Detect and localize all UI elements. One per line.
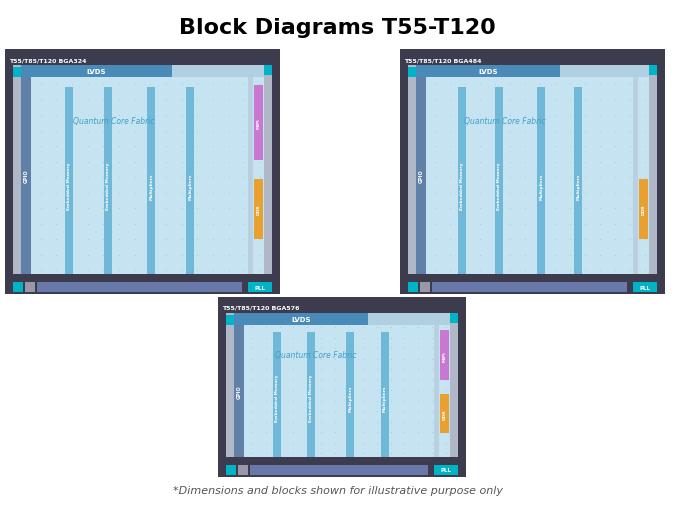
Bar bbox=[416, 66, 649, 78]
Text: Embedded Memory: Embedded Memory bbox=[275, 374, 279, 422]
Bar bbox=[440, 331, 449, 381]
Bar bbox=[408, 282, 418, 292]
Text: LVDS: LVDS bbox=[86, 69, 106, 75]
Text: Multipliers: Multipliers bbox=[539, 173, 543, 199]
Bar bbox=[13, 68, 21, 78]
Text: Quantum Core Fabric: Quantum Core Fabric bbox=[275, 350, 357, 359]
Text: GPIO: GPIO bbox=[24, 169, 28, 183]
Bar bbox=[21, 78, 31, 274]
Bar bbox=[234, 325, 244, 457]
Text: Embedded Memory: Embedded Memory bbox=[309, 374, 313, 422]
Bar bbox=[104, 88, 111, 274]
Bar bbox=[250, 465, 428, 475]
Text: Multipliers: Multipliers bbox=[188, 173, 192, 199]
Bar bbox=[25, 282, 35, 292]
Bar bbox=[65, 88, 73, 274]
Bar bbox=[537, 88, 545, 274]
Bar bbox=[434, 465, 458, 475]
Bar bbox=[218, 297, 466, 477]
Bar bbox=[264, 66, 272, 76]
Bar bbox=[649, 66, 657, 274]
Bar bbox=[254, 86, 263, 161]
Bar bbox=[408, 66, 416, 274]
Text: Embedded Memory: Embedded Memory bbox=[105, 162, 109, 210]
Bar bbox=[13, 66, 21, 274]
Bar bbox=[458, 88, 466, 274]
Bar bbox=[248, 78, 253, 274]
Bar bbox=[264, 66, 272, 274]
Bar bbox=[346, 332, 354, 457]
Bar bbox=[420, 282, 430, 292]
Text: PLL: PLL bbox=[441, 468, 452, 473]
Bar bbox=[226, 316, 234, 325]
Bar bbox=[248, 282, 272, 292]
Text: MIPI: MIPI bbox=[443, 350, 446, 361]
Text: LVDS: LVDS bbox=[291, 316, 310, 322]
Bar bbox=[21, 66, 264, 78]
Text: LVDS: LVDS bbox=[479, 69, 498, 75]
Bar bbox=[639, 180, 648, 239]
Bar bbox=[186, 88, 194, 274]
Bar bbox=[408, 68, 416, 78]
Text: Multipliers: Multipliers bbox=[576, 173, 580, 199]
Bar bbox=[416, 78, 426, 274]
Text: DDR: DDR bbox=[256, 205, 261, 215]
Text: Multipliers: Multipliers bbox=[383, 385, 387, 411]
Text: GPIO: GPIO bbox=[236, 384, 242, 398]
Bar bbox=[432, 282, 627, 292]
Bar bbox=[234, 314, 368, 325]
Bar bbox=[273, 332, 281, 457]
Bar bbox=[226, 465, 236, 475]
Text: T55/T85/T120 BGA324: T55/T85/T120 BGA324 bbox=[9, 58, 86, 63]
Text: MIPI: MIPI bbox=[256, 118, 261, 128]
Text: DDR: DDR bbox=[641, 205, 645, 215]
Bar bbox=[226, 314, 234, 457]
Text: GPIO: GPIO bbox=[418, 169, 423, 183]
Text: *Dimensions and blocks shown for illustrative purpose only: *Dimensions and blocks shown for illustr… bbox=[173, 485, 502, 495]
Text: Embedded Memory: Embedded Memory bbox=[460, 162, 464, 210]
Text: Embedded Memory: Embedded Memory bbox=[497, 162, 502, 210]
Bar bbox=[37, 282, 242, 292]
Bar bbox=[21, 66, 171, 78]
Text: T55/T85/T120 BGA484: T55/T85/T120 BGA484 bbox=[404, 58, 481, 63]
Bar bbox=[495, 88, 504, 274]
Text: Multipliers: Multipliers bbox=[348, 385, 352, 411]
Text: DDR: DDR bbox=[443, 409, 446, 419]
Bar bbox=[5, 50, 280, 294]
Text: Block Diagrams T55-T120: Block Diagrams T55-T120 bbox=[179, 18, 496, 38]
Bar bbox=[649, 66, 657, 76]
Bar bbox=[400, 50, 665, 294]
Bar bbox=[147, 88, 155, 274]
Bar bbox=[440, 394, 449, 433]
Bar bbox=[574, 88, 583, 274]
Text: PLL: PLL bbox=[254, 285, 265, 290]
Bar bbox=[234, 314, 450, 325]
Text: PLL: PLL bbox=[639, 285, 651, 290]
Text: Quantum Core Fabric: Quantum Core Fabric bbox=[72, 117, 154, 126]
Text: T55/T85/T120 BGA576: T55/T85/T120 BGA576 bbox=[222, 306, 300, 311]
Bar bbox=[307, 332, 315, 457]
Bar bbox=[238, 465, 248, 475]
Bar bbox=[450, 314, 458, 457]
Bar bbox=[234, 314, 450, 457]
Bar bbox=[434, 325, 439, 457]
Bar bbox=[633, 282, 657, 292]
Bar bbox=[254, 180, 263, 239]
Text: Quantum Core Fabric: Quantum Core Fabric bbox=[464, 117, 545, 126]
Bar bbox=[416, 66, 560, 78]
Bar bbox=[13, 282, 23, 292]
Text: Multipliers: Multipliers bbox=[149, 173, 153, 199]
Text: Embedded Memory: Embedded Memory bbox=[67, 162, 71, 210]
Bar bbox=[416, 66, 649, 274]
Bar bbox=[381, 332, 389, 457]
Bar bbox=[633, 78, 638, 274]
Bar bbox=[450, 314, 458, 323]
Bar bbox=[21, 66, 264, 274]
